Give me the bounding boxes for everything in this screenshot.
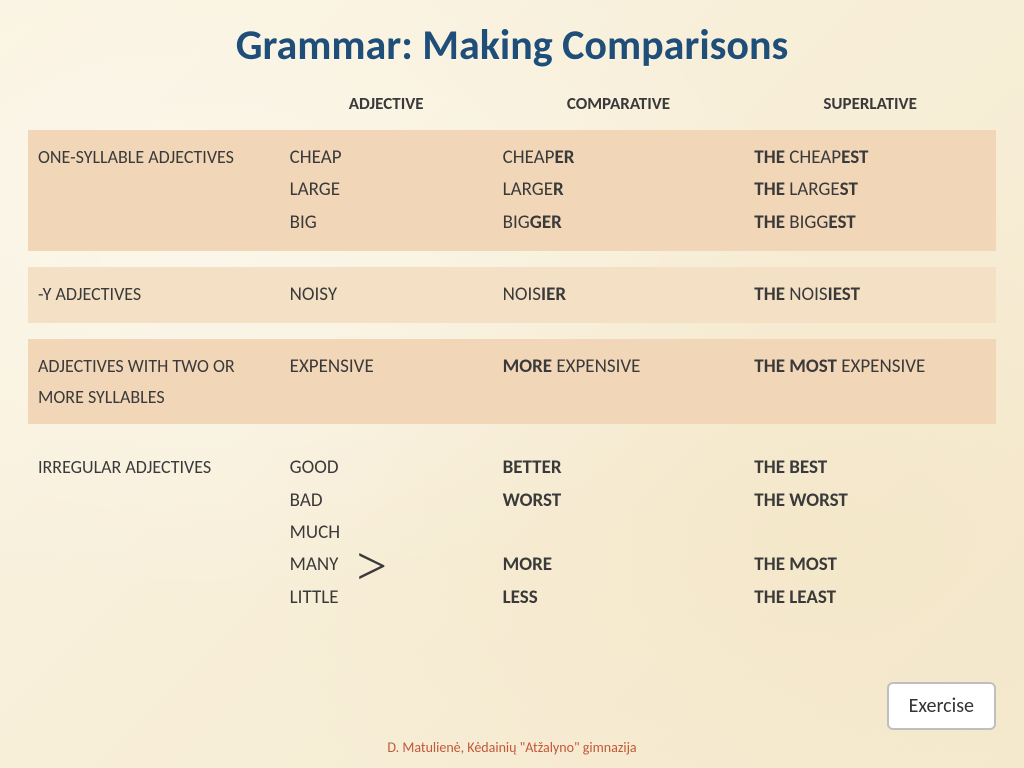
table-row: ONE-SYLLABLE ADJECTIVESCHEAPLARGEBIGCHEA… — [28, 130, 996, 251]
comparison-table-wrap: ADJECTIVE COMPARATIVE SUPERLATIVE ONE-SY… — [28, 83, 996, 626]
header-superlative: SUPERLATIVE — [744, 83, 996, 130]
page-title: Grammar: Making Comparisons — [0, 0, 1024, 83]
comparative-cell: CHEAPERLARGERBIGGER — [493, 130, 745, 251]
header-blank — [28, 83, 280, 130]
spacer-row — [28, 323, 996, 339]
category-cell: ADJECTIVES WITH TWO OR MORE SYLLABLES — [28, 339, 280, 424]
superlative-cell: THE NOISIEST — [744, 267, 996, 323]
adjective-cell: CHEAPLARGEBIG — [280, 130, 493, 251]
comparative-cell: MORE EXPENSIVE — [493, 339, 745, 424]
adjective-cell: EXPENSIVE — [280, 339, 493, 424]
header-adjective: ADJECTIVE — [280, 83, 493, 130]
superlative-cell: THE BESTTHE WORSTTHE MOSTTHE LEAST — [744, 440, 996, 626]
superlative-cell: THE CHEAPESTTHE LARGESTTHE BIGGEST — [744, 130, 996, 251]
table-row: -Y ADJECTIVESNOISYNOISIERTHE NOISIEST — [28, 267, 996, 323]
comparative-cell: BETTERWORSTMORELESS — [493, 440, 745, 626]
category-cell: ONE-SYLLABLE ADJECTIVES — [28, 130, 280, 251]
table-row: IRREGULAR ADJECTIVESGOODBADMUCHMANY>LITT… — [28, 440, 996, 626]
comparative-cell: NOISIER — [493, 267, 745, 323]
footer-credit: D. Matulienė, Kėdainių "Atžalyno" gimnaz… — [0, 739, 1024, 756]
adjective-cell: GOODBADMUCHMANY>LITTLE — [280, 440, 493, 626]
table-header-row: ADJECTIVE COMPARATIVE SUPERLATIVE — [28, 83, 996, 130]
category-cell: IRREGULAR ADJECTIVES — [28, 440, 280, 626]
superlative-cell: THE MOST EXPENSIVE — [744, 339, 996, 424]
spacer-row — [28, 424, 996, 440]
table-row: ADJECTIVES WITH TWO OR MORE SYLLABLESEXP… — [28, 339, 996, 424]
category-cell: -Y ADJECTIVES — [28, 267, 280, 323]
exercise-button[interactable]: Exercise — [887, 682, 996, 730]
adjective-cell: NOISY — [280, 267, 493, 323]
comparison-table: ADJECTIVE COMPARATIVE SUPERLATIVE ONE-SY… — [28, 83, 996, 626]
spacer-row — [28, 251, 996, 267]
header-comparative: COMPARATIVE — [493, 83, 745, 130]
